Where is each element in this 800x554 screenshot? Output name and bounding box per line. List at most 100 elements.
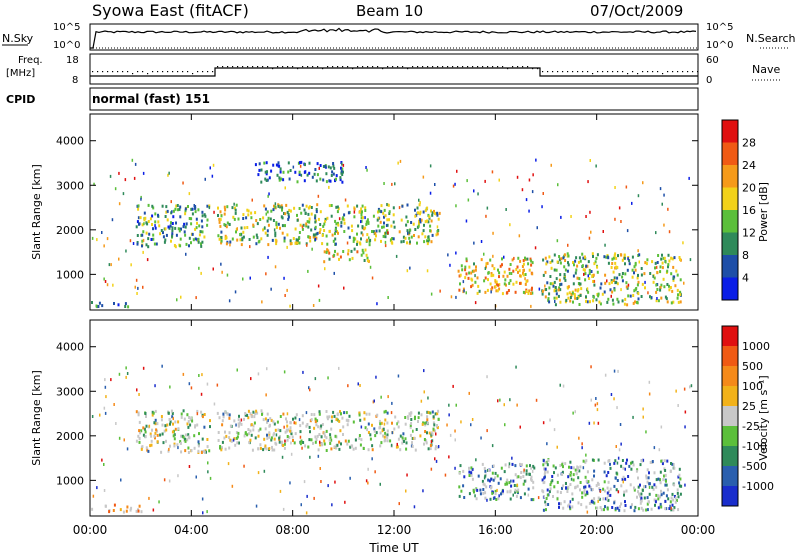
velocity-cell — [664, 469, 667, 472]
power-cell — [483, 279, 486, 283]
power-cell — [359, 242, 362, 246]
velocity-cell — [243, 434, 246, 438]
velocity-cell — [422, 489, 424, 493]
power-cell — [429, 224, 432, 228]
velocity-cell — [640, 459, 643, 463]
power-cell — [124, 178, 127, 182]
velocity-cell — [579, 488, 581, 492]
velocity-cell — [364, 426, 367, 430]
velocity-cell — [300, 439, 303, 443]
power-cell — [190, 222, 193, 226]
power-cell — [582, 268, 585, 272]
power-cell — [655, 265, 658, 269]
power-cell — [430, 240, 433, 244]
velocity-cell — [299, 424, 302, 428]
velocity-cell — [633, 486, 635, 490]
power-cell — [348, 258, 351, 262]
velocity-ytick-label: 1000 — [56, 474, 84, 487]
velocity-cell — [663, 474, 665, 478]
power-cell — [454, 182, 456, 186]
velocity-cell — [678, 484, 681, 488]
velocity-cell — [546, 442, 548, 446]
power-cell — [434, 211, 436, 215]
nave-point — [392, 66, 394, 68]
velocity-cell — [331, 415, 333, 419]
nave-point — [482, 66, 484, 68]
velocity-cell — [436, 412, 439, 416]
power-colorbar-tick: 28 — [742, 137, 756, 150]
velocity-cell — [514, 473, 517, 477]
velocity-cell — [649, 461, 652, 464]
power-cell — [299, 164, 302, 168]
velocity-cell — [342, 425, 345, 429]
velocity-cell — [594, 403, 597, 407]
nave-point — [277, 66, 279, 68]
velocity-cell — [150, 434, 153, 438]
velocity-cell — [219, 446, 221, 450]
nave-point — [192, 73, 194, 75]
power-cell — [308, 217, 311, 221]
power-cell — [147, 203, 150, 207]
velocity-cell — [302, 441, 305, 444]
power-cell — [519, 274, 522, 278]
velocity-cell — [631, 460, 634, 464]
power-cell — [678, 256, 681, 259]
velocity-cell — [375, 431, 378, 435]
noise-strip: N.Sky 10^5 10^0 10^5 10^0 N.Search — [2, 22, 796, 51]
velocity-cell — [562, 465, 564, 469]
power-cell — [408, 236, 411, 240]
power-cell — [578, 282, 581, 286]
velocity-cell — [378, 426, 381, 430]
velocity-cell — [667, 497, 670, 501]
power-cell — [607, 256, 610, 260]
power-cell — [338, 217, 341, 221]
velocity-cell — [437, 409, 440, 413]
velocity-cell — [602, 487, 605, 491]
power-ytick-label: 3000 — [56, 179, 84, 192]
power-cell — [171, 229, 174, 232]
velocity-cell — [462, 484, 465, 488]
power-cell — [322, 178, 325, 182]
velocity-cell — [677, 404, 679, 407]
power-cell — [392, 220, 395, 224]
power-cell — [607, 297, 610, 301]
velocity-cell — [542, 481, 545, 485]
nave-point — [567, 71, 569, 73]
power-cell — [459, 273, 462, 277]
power-cell — [541, 292, 544, 296]
velocity-cell — [508, 465, 511, 469]
nsearch-tick-high: 10^5 — [706, 22, 733, 33]
power-cell — [364, 248, 367, 252]
power-cell — [274, 238, 277, 242]
power-cell — [180, 227, 182, 231]
velocity-cell — [103, 489, 106, 492]
power-cell — [184, 225, 187, 229]
nave-point — [227, 66, 229, 68]
power-cell — [486, 206, 489, 210]
power-cell — [306, 173, 309, 177]
nave-point — [202, 71, 204, 73]
velocity-cell — [408, 412, 411, 416]
power-cell — [321, 234, 324, 237]
power-cell — [298, 231, 301, 234]
velocity-cell — [468, 474, 471, 477]
power-cell — [472, 269, 475, 273]
velocity-cell — [471, 477, 474, 481]
power-cell — [193, 204, 195, 207]
velocity-cell — [490, 486, 492, 490]
power-cell — [360, 216, 363, 220]
power-cell — [150, 238, 153, 241]
power-cell — [518, 234, 521, 238]
power-cell — [620, 220, 622, 223]
power-cell — [621, 272, 624, 275]
power-cell — [280, 177, 283, 181]
velocity-cell — [569, 507, 572, 511]
velocity-cell — [653, 471, 656, 475]
nave-point — [637, 73, 639, 75]
velocity-cell — [224, 410, 227, 414]
velocity-cell — [324, 434, 326, 438]
power-cell — [180, 295, 182, 299]
nave-point — [97, 71, 99, 73]
velocity-cell — [145, 424, 148, 428]
